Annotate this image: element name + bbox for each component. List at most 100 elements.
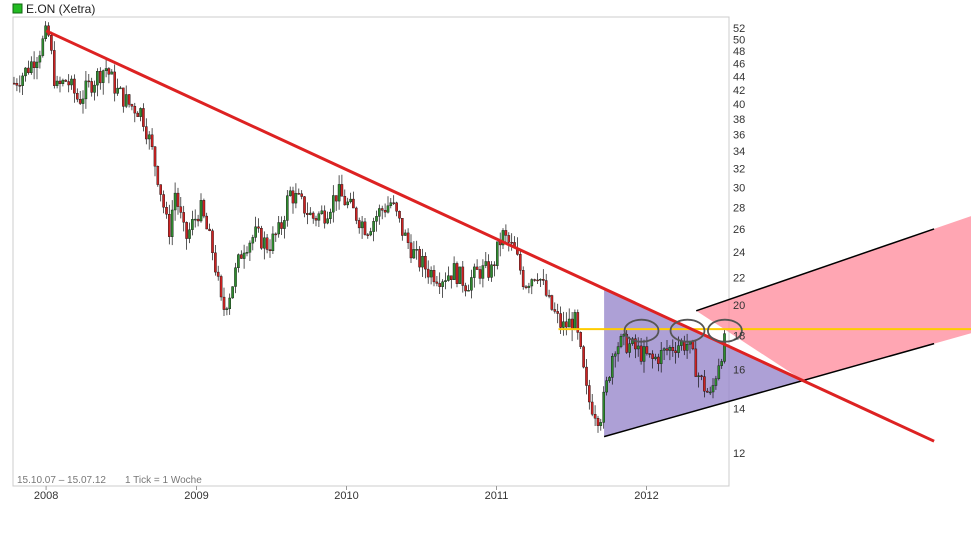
- tick-interval-label: 1 Tick = 1 Woche: [125, 475, 202, 486]
- candle-body: [84, 80, 88, 100]
- candle-body: [214, 252, 217, 273]
- chart-title: E.ON (Xetra): [26, 2, 95, 16]
- candle-body: [717, 365, 721, 379]
- candle-body: [706, 390, 709, 393]
- candle-body: [519, 254, 522, 271]
- candle-body: [369, 231, 373, 236]
- candle-body: [602, 391, 605, 423]
- candle-body: [167, 213, 171, 237]
- candle-body: [254, 226, 257, 238]
- candle-body: [185, 222, 188, 239]
- candle-body: [242, 252, 246, 259]
- candle-body: [257, 226, 260, 229]
- channel-lower-line: [603, 342, 935, 438]
- plot-area: [12, 16, 730, 487]
- candle-body: [153, 146, 157, 167]
- candle-body: [326, 218, 329, 224]
- candle-body: [349, 198, 352, 203]
- candle-body: [473, 266, 476, 278]
- candle-body: [78, 98, 82, 104]
- candle-body: [41, 38, 45, 56]
- candle-body: [271, 233, 275, 251]
- x-axis: 2008 2009 2010 2011 2012: [34, 486, 659, 502]
- candle-body: [409, 242, 413, 259]
- candle-body: [484, 261, 488, 266]
- candle-body: [188, 229, 191, 239]
- candle-body: [426, 268, 430, 278]
- candle-body: [524, 286, 528, 288]
- candle-body: [268, 249, 272, 252]
- candle-body: [294, 193, 298, 204]
- candle-body: [286, 195, 289, 221]
- candle-body: [475, 266, 479, 270]
- candle-body: [438, 283, 442, 287]
- candle-body: [24, 67, 27, 77]
- candle-body: [303, 196, 306, 214]
- candle-body: [133, 105, 137, 114]
- candle-body: [452, 263, 456, 280]
- candle-body: [639, 345, 643, 362]
- candle-body: [234, 267, 237, 287]
- candle-body: [464, 285, 467, 292]
- candle-body: [599, 422, 603, 426]
- candle-body: [642, 346, 646, 362]
- candle-body: [291, 190, 295, 204]
- candle-body: [424, 256, 427, 270]
- candle-body: [691, 341, 695, 350]
- candle-body: [570, 318, 574, 330]
- candle-body: [645, 346, 649, 354]
- candle-body: [90, 81, 93, 93]
- candle-body: [162, 194, 165, 208]
- candle-body: [323, 210, 327, 224]
- candle-body: [608, 377, 611, 381]
- y-tick-label: 12: [733, 448, 745, 460]
- candle-body: [415, 249, 419, 251]
- y-tick-label: 16: [733, 365, 745, 377]
- candle-body: [596, 418, 600, 426]
- candle-body: [165, 206, 168, 215]
- candle-body: [507, 235, 511, 243]
- candle-body: [73, 78, 76, 94]
- candle-body: [432, 270, 436, 283]
- candle-body: [665, 348, 669, 351]
- candle-body: [219, 276, 223, 298]
- candle-body: [677, 345, 680, 353]
- candle-body: [392, 202, 396, 204]
- candle-body: [38, 55, 42, 63]
- candle-body: [590, 401, 594, 415]
- candle-body: [340, 184, 344, 197]
- candle-body: [156, 165, 160, 185]
- candle-body: [332, 195, 335, 213]
- candle-body: [343, 195, 347, 206]
- candle-body: [375, 216, 378, 222]
- channel-projection-area: [696, 216, 971, 381]
- candle-body: [150, 134, 154, 148]
- candle-body: [27, 67, 30, 74]
- candle-body: [306, 212, 309, 215]
- candle-body: [121, 87, 125, 107]
- candle-body: [723, 333, 726, 362]
- candle-body: [504, 230, 508, 236]
- candle-body: [429, 270, 433, 278]
- candle-body: [337, 184, 341, 202]
- trendline: [45, 29, 935, 443]
- candle-body: [662, 348, 666, 351]
- candle-body: [708, 391, 712, 394]
- candle-body: [170, 209, 174, 237]
- candle-body: [21, 75, 24, 86]
- legend-swatch-icon: [12, 3, 23, 14]
- candle-body: [467, 290, 470, 292]
- candle-body: [418, 249, 421, 268]
- candle-body: [288, 190, 292, 196]
- candle-body: [611, 356, 614, 378]
- candle-body: [70, 78, 73, 86]
- candle-body: [93, 84, 96, 93]
- x-tick-label: 2012: [634, 490, 658, 502]
- candle-body: [401, 217, 404, 236]
- candle-body: [559, 313, 562, 328]
- candle-body: [562, 321, 565, 328]
- candle-body: [61, 79, 65, 84]
- candle-body: [205, 215, 209, 230]
- candle-body: [274, 233, 278, 236]
- candle-body: [263, 237, 266, 249]
